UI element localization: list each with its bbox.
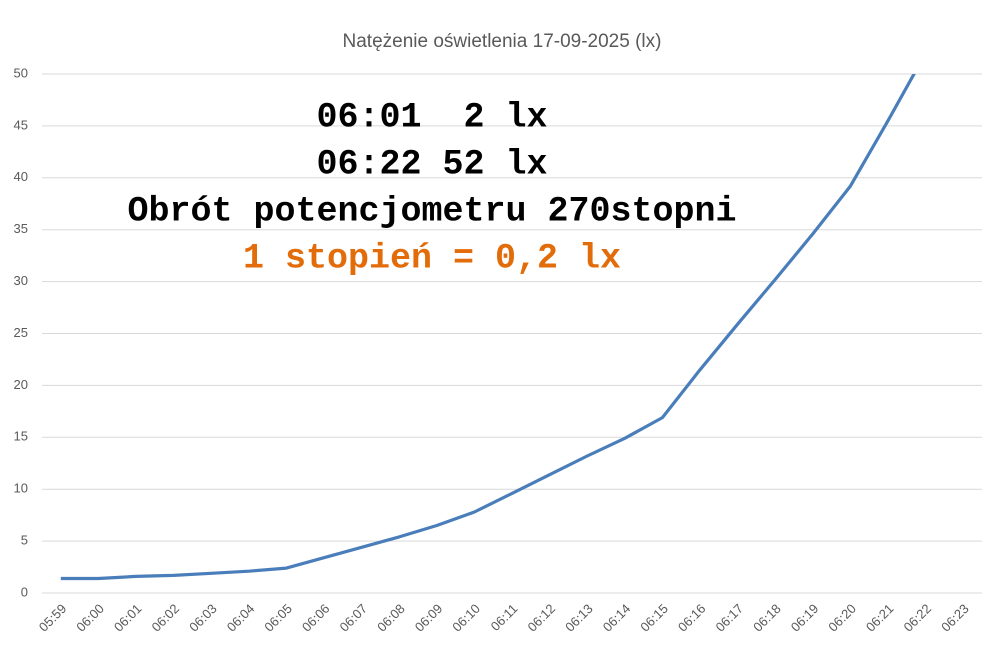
x-tick-label: 06:18 — [750, 601, 784, 635]
annotation: Obrót potencjometru 270stopni — [127, 191, 736, 231]
annotation: 06:01 2 lx — [316, 97, 547, 137]
x-tick-label: 06:23 — [938, 601, 972, 635]
y-tick-label: 40 — [14, 169, 28, 184]
x-tick-label: 06:15 — [637, 601, 671, 635]
annotation: 1 stopień = 0,2 lx — [243, 238, 621, 278]
x-tick-label: 06:21 — [863, 601, 897, 635]
y-tick-label: 10 — [14, 481, 28, 496]
y-tick-label: 35 — [14, 221, 28, 236]
annotation: 06:22 52 lx — [316, 144, 547, 184]
x-tick-label: 05:59 — [36, 601, 70, 635]
x-tick-label: 06:11 — [488, 601, 521, 634]
x-tick-label: 06:16 — [675, 601, 709, 635]
y-tick-label: 15 — [14, 429, 28, 444]
x-tick-label: 06:02 — [149, 601, 183, 635]
x-tick-label: 06:17 — [713, 601, 747, 635]
y-tick-label: 50 — [14, 65, 28, 80]
y-tick-label: 45 — [14, 117, 28, 132]
x-tick-label: 06:05 — [261, 601, 295, 635]
y-tick-label: 25 — [14, 325, 28, 340]
y-tick-label: 0 — [21, 584, 28, 599]
x-tick-label: 06:19 — [788, 601, 822, 635]
grid — [42, 73, 982, 594]
plot-area — [60, 74, 916, 581]
chart-title: Natężenie oświetlenia 17-09-2025 (lx) — [343, 31, 662, 52]
x-tick-label: 06:03 — [186, 601, 220, 635]
x-tick-label: 06:04 — [224, 601, 258, 635]
x-tick-label: 06:00 — [73, 601, 107, 635]
x-tick-label: 06:10 — [449, 601, 483, 635]
x-tick-label: 06:08 — [374, 601, 408, 635]
x-tick-label: 06:01 — [111, 601, 145, 635]
series-line — [60, 74, 916, 581]
x-tick-label: 06:07 — [337, 601, 371, 635]
x-tick-label: 06:20 — [825, 601, 859, 635]
labels: 0 5 10 15 20 25 30 35 40 45 50 05:59 06:00 06:01 06:02… — [14, 65, 972, 634]
x-tick-label: 06:22 — [901, 601, 935, 635]
x-tick-label: 06:14 — [600, 601, 634, 635]
x-tick-label: 06:12 — [525, 601, 559, 635]
x-tick-label: 06:06 — [299, 601, 333, 635]
x-tick-label: 06:13 — [562, 601, 596, 635]
y-tick-label: 5 — [21, 533, 28, 548]
y-tick-label: 20 — [14, 377, 28, 392]
x-tick-label: 06:09 — [412, 601, 446, 635]
y-tick-label: 30 — [14, 273, 28, 288]
